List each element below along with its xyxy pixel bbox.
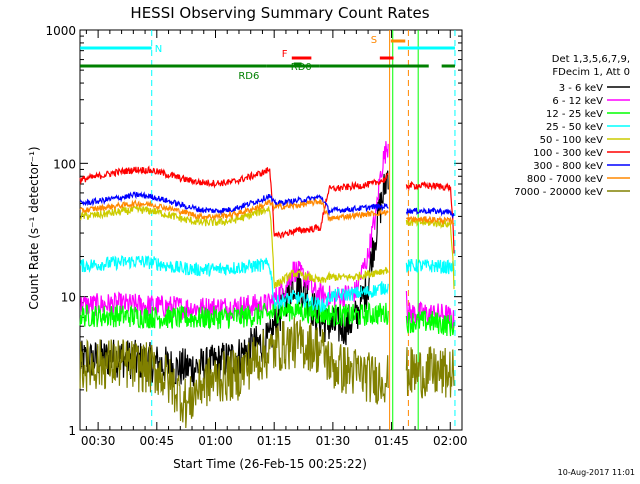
legend-entry-label: 300 - 800 keV [533, 161, 603, 172]
legend-header: FDecim 1, Att 0 [552, 67, 630, 78]
series-line [79, 198, 455, 227]
x-tick-label: 00:45 [140, 434, 175, 448]
legend-entry-label: 100 - 300 keV [533, 148, 603, 159]
y-tick-label: 1 [68, 424, 76, 438]
series-line [79, 191, 455, 220]
legend-entry-label: 25 - 50 keV [546, 122, 603, 133]
state-bar-label: S [371, 35, 377, 46]
legend-header: Det 1,3,5,6,7,9, [552, 54, 630, 65]
legend-entry-label: 7000 - 20000 keV [514, 187, 603, 198]
plot-frame [79, 29, 463, 431]
y-tick-label: 1000 [45, 24, 76, 38]
x-axis-label: Start Time (26-Feb-15 00:25:22) [173, 457, 367, 471]
state-bar-label: F [282, 49, 288, 60]
x-tick-label: 00:30 [81, 434, 116, 448]
legend-entry-label: 6 - 12 keV [552, 96, 603, 107]
plot-layer: 1 10 100 1000 00:30 00:45 01:00 01:15 01:30 01:45… [45, 24, 467, 448]
legend-entry-label: 800 - 7000 keV [527, 174, 603, 185]
x-tick-label: 01:45 [374, 434, 409, 448]
series-line [79, 165, 455, 254]
y-tick-label: 10 [61, 291, 76, 305]
chart-title: HESSI Observing Summary Count Rates [130, 4, 429, 22]
legend-entry-label: 3 - 6 keV [559, 83, 603, 94]
state-bar-label: N [155, 44, 162, 55]
state-bar-label: RD0 [291, 62, 312, 73]
footer-timestamp: 10-Aug-2017 11:01 [558, 468, 635, 477]
y-axis-label: Count Rate (s⁻¹ detector⁻¹) [27, 146, 41, 309]
x-tick-label: 01:15 [257, 434, 292, 448]
x-tick-label: 02:00 [433, 434, 468, 448]
series-line [79, 205, 455, 290]
series-line [79, 255, 455, 314]
y-tick-label: 100 [53, 157, 76, 171]
legend: Det 1,3,5,6,7,9, FDecim 1, Att 0 3 - 6 keV… [514, 54, 630, 198]
series-line [79, 317, 455, 429]
legend-entry-label: 12 - 25 keV [546, 109, 603, 120]
state-bar-label: RD6 [238, 71, 259, 82]
series-line [79, 298, 455, 337]
legend-entry-label: 50 - 100 keV [540, 135, 604, 146]
x-tick-label: 01:30 [316, 434, 351, 448]
x-tick-label: 01:00 [198, 434, 233, 448]
